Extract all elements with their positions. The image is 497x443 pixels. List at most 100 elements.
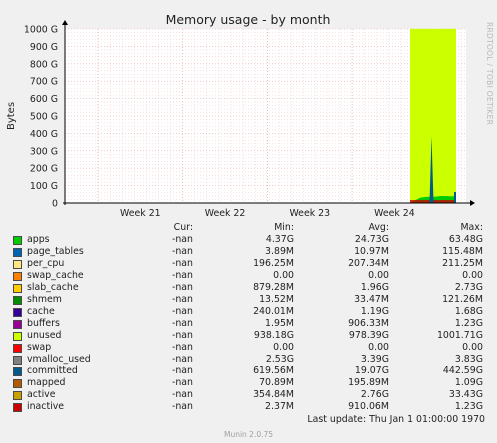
y-tick-label: 600 G <box>30 94 58 105</box>
legend-name: cache <box>27 305 55 317</box>
legend-name: page_tables <box>27 245 84 257</box>
header-cur: Cur: <box>173 222 193 233</box>
legend-min: 2.53G <box>265 353 294 365</box>
legend-row-active: active -nan 354.84M 2.76G 33.43G <box>0 389 497 401</box>
legend-max: 1.23G <box>454 401 483 413</box>
legend-cur: -nan <box>171 341 193 353</box>
legend-swatch <box>13 259 22 269</box>
series-committed-spike <box>429 136 434 203</box>
header-max: Max: <box>460 222 483 233</box>
legend-cur: -nan <box>171 329 193 341</box>
legend-avg: 1.96G <box>360 281 389 293</box>
legend-name: buffers <box>27 317 60 329</box>
legend-max: 0.00 <box>462 269 483 281</box>
legend-name: mapped <box>27 377 66 389</box>
chart-title: Memory usage - by month <box>166 12 331 27</box>
legend-avg: 3.39G <box>360 353 389 365</box>
legend-name: committed <box>27 365 78 377</box>
legend-max: 63.48G <box>448 234 483 245</box>
chart-marks <box>410 28 456 203</box>
legend-swatch <box>13 271 22 281</box>
legend-avg: 978.39G <box>348 329 389 341</box>
legend-swatch <box>13 331 22 341</box>
legend-cur: -nan <box>171 365 193 377</box>
munin-version: Munin 2.0.75 <box>223 430 274 439</box>
legend-row-mapped: mapped -nan 70.89M 195.89M 1.09G <box>0 377 497 389</box>
legend-min: 0.00 <box>273 269 294 281</box>
y-tick-labels: 0 100 G 200 G 300 G 400 G 500 G 600 G 700 G 800 … <box>24 25 58 210</box>
legend-row-swap: swap -nan 0.00 0.00 0.00 <box>0 342 497 354</box>
legend-swatch <box>13 379 22 389</box>
legend-avg: 906.33M <box>348 317 389 329</box>
legend-max: 211.25M <box>442 257 483 269</box>
legend-name: per_cpu <box>27 257 65 269</box>
last-update: Last update: Thu Jan 1 01:00:00 1970 <box>307 414 485 425</box>
y-gridlines <box>65 28 466 200</box>
legend-swatch <box>13 236 22 245</box>
x-tick-label: Week 24 <box>374 208 415 219</box>
legend-row-unused: unused -nan 938.18G 978.39G 1001.71G <box>0 330 497 342</box>
legend-min: 4.37G <box>265 234 294 245</box>
x-tick-label: Week 22 <box>205 208 246 219</box>
legend-row-per-cpu: per_cpu -nan 196.25M 207.34M 211.25M <box>0 258 497 270</box>
legend-max: 442.59G <box>442 365 483 377</box>
legend-cur: -nan <box>171 257 193 269</box>
legend-swatch <box>13 295 22 305</box>
legend-swatch <box>13 367 22 377</box>
x-tick-label: Week 23 <box>289 208 330 219</box>
y-axis-arrow <box>62 20 68 25</box>
legend-cur: -nan <box>171 401 193 413</box>
legend-name: inactive <box>27 401 65 413</box>
legend-swatch <box>13 307 22 317</box>
legend-row-vmalloc-used: vmalloc_used -nan 2.53G 3.39G 3.83G <box>0 354 497 366</box>
legend-row-inactive: inactive -nan 2.37M 910.06M 1.23G <box>0 401 497 413</box>
legend-avg: 0.00 <box>368 341 389 353</box>
legend-row-page-tables: page_tables -nan 3.89M 10.97M 115.48M <box>0 246 497 258</box>
legend-min: 240.01M <box>253 305 294 317</box>
legend-name: unused <box>27 329 62 341</box>
legend-max: 33.43G <box>448 389 483 401</box>
y-tick-label: 0 <box>52 199 58 210</box>
y-tick-label: 100 G <box>30 181 58 192</box>
legend-cur: -nan <box>171 377 193 389</box>
legend-name: slab_cache <box>27 281 79 293</box>
y-tick-label: 400 G <box>30 129 58 140</box>
legend-avg: 910.06M <box>348 401 389 413</box>
legend-row-swap-cache: swap_cache -nan 0.00 0.00 0.00 <box>0 270 497 282</box>
legend-min: 879.28M <box>253 281 294 293</box>
legend-avg: 1.19G <box>360 305 389 317</box>
memory-chart: 0 100 G 200 G 300 G 400 G 500 G 600 G 700 G 800 … <box>6 12 475 219</box>
legend-row-buffers: buffers -nan 1.95M 906.33M 1.23G <box>0 318 497 330</box>
x-tick-labels: Week 21 Week 22 Week 23 Week 24 <box>120 208 415 219</box>
legend-cur: -nan <box>171 281 193 293</box>
legend-min: 196.25M <box>253 257 294 269</box>
legend-header: Cur: Min: Avg: Max: <box>0 222 497 234</box>
y-tick-label: 200 G <box>30 164 58 175</box>
legend-min: 0.00 <box>273 341 294 353</box>
legend-avg: 10.97M <box>354 245 389 257</box>
legend-max: 2.73G <box>454 281 483 293</box>
legend-cur: -nan <box>171 317 193 329</box>
header-avg: Avg: <box>368 222 389 233</box>
legend-swatch <box>13 283 22 293</box>
legend-avg: 207.34M <box>348 257 389 269</box>
legend-min: 70.89M <box>259 377 294 389</box>
legend-min: 619.56M <box>253 365 294 377</box>
y-tick-label: 1000 G <box>24 25 58 36</box>
series-unused-area <box>410 28 456 203</box>
legend-cur: -nan <box>171 353 193 365</box>
rrdtool-credit: RRDTOOL / TOBI OETIKER <box>485 22 494 126</box>
legend-row-apps: apps -nan 4.37G 24.73G 63.48G <box>0 234 497 246</box>
legend-row-shmem: shmem -nan 13.52M 33.47M 121.26M <box>0 294 497 306</box>
legend-name: active <box>27 389 56 401</box>
header-min: Min: <box>274 222 294 233</box>
legend-avg: 19.07G <box>354 365 389 377</box>
legend-max: 3.83G <box>454 353 483 365</box>
legend-swatch <box>13 403 22 413</box>
legend-cur: -nan <box>171 234 193 245</box>
legend-min: 3.89M <box>265 245 294 257</box>
legend-max: 1.09G <box>454 377 483 389</box>
legend-swatch <box>13 343 22 353</box>
legend-name: swap <box>27 341 52 353</box>
legend-name: vmalloc_used <box>27 353 91 365</box>
